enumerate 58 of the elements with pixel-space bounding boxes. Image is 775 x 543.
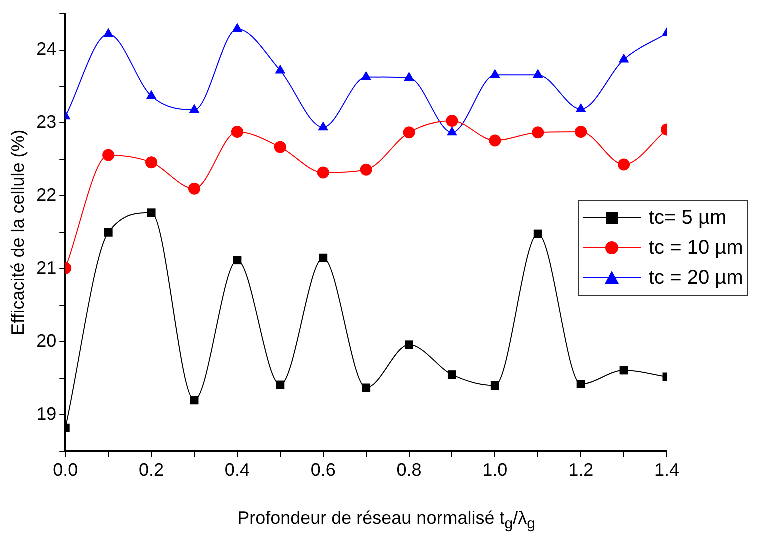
- point: [618, 54, 630, 63]
- y-tick-label: 22: [36, 185, 57, 206]
- point: [232, 23, 243, 32]
- point: [403, 126, 416, 139]
- point: [274, 141, 286, 154]
- point: [103, 28, 114, 38]
- x-axis-title: Profondeur de réseau normalisé t$_{g}$/λ$_{g}$: [236, 508, 536, 533]
- point: [317, 166, 330, 179]
- point: [404, 72, 414, 81]
- point: [447, 126, 458, 136]
- point: [233, 256, 242, 265]
- point: [446, 115, 458, 128]
- legend-label: tc = 20 µm: [649, 266, 744, 290]
- point: [188, 182, 200, 195]
- point: [102, 149, 115, 162]
- point: [534, 230, 542, 238]
- x-tick-label: 1.4: [654, 460, 680, 480]
- x-tick-label: 1.2: [568, 460, 594, 480]
- y-tick-label: 21: [36, 258, 57, 278]
- point: [104, 228, 113, 237]
- y-tick-label: 24: [36, 39, 57, 60]
- point: [489, 134, 502, 147]
- point: [532, 126, 544, 139]
- point: [276, 380, 285, 390]
- point: [147, 208, 156, 218]
- point: [576, 103, 586, 112]
- point: [576, 380, 586, 389]
- x-tick-label: 0.6: [310, 460, 336, 480]
- point: [618, 158, 630, 171]
- point: [405, 340, 414, 350]
- point: [490, 69, 500, 78]
- point: [362, 384, 371, 392]
- point: [189, 104, 200, 114]
- point: [275, 64, 286, 74]
- y-tick-label: 23: [36, 112, 57, 132]
- point: [146, 156, 158, 169]
- point: [360, 164, 372, 176]
- x-tick-label: 0.8: [396, 460, 422, 480]
- point: [490, 382, 500, 390]
- point: [146, 90, 157, 100]
- x-tick-label: 0.2: [139, 460, 164, 480]
- y-axis-title: Efficacité de la cellule (%): [8, 130, 28, 336]
- legend-label: tc = 10 µm: [649, 236, 744, 260]
- point: [318, 122, 329, 131]
- legend-label: tc= 5 µm: [649, 206, 727, 230]
- point: [575, 126, 588, 138]
- point: [620, 366, 628, 375]
- point: [448, 370, 456, 380]
- x-tick-label: 0.0: [53, 460, 78, 480]
- x-tick-label: 1.0: [482, 460, 508, 480]
- point: [361, 71, 372, 80]
- point: [319, 254, 328, 262]
- point: [190, 396, 199, 405]
- point: [532, 69, 544, 78]
- y-tick-label: 19: [36, 404, 57, 424]
- x-tick-label: 0.4: [224, 460, 250, 480]
- point: [231, 126, 244, 138]
- y-tick-label: 20: [36, 330, 57, 351]
